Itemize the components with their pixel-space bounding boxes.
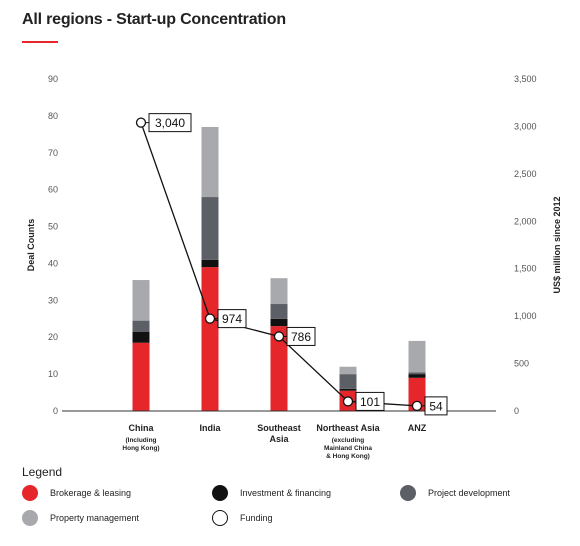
x-category-label: ANZ	[408, 423, 427, 433]
y-tick-label: 30	[48, 295, 58, 305]
y2-axis-title: US$ million since 2012	[552, 196, 562, 293]
bar-segment-brokerage-leasing	[270, 326, 288, 411]
bar-segment-project-development	[339, 374, 357, 389]
bar-segment-property-management	[408, 340, 426, 373]
funding-data-label: 974	[222, 312, 242, 326]
legend-swatch-property	[22, 510, 38, 526]
legend-swatch-investment	[212, 485, 228, 501]
x-category-label: Mainland China	[324, 445, 372, 452]
bar-segment-investment-financing	[270, 318, 288, 327]
x-category-label: (excluding	[332, 437, 365, 444]
funding-data-label: 3,040	[155, 116, 185, 130]
legend-label-funding: Funding	[240, 513, 273, 523]
legend-item-brokerage: Brokerage & leasing	[22, 485, 131, 501]
funding-label-box	[148, 113, 192, 133]
x-category-label: & Hong Kong)	[326, 453, 370, 460]
x-category-label: India	[199, 423, 221, 433]
y2-tick-label: 1,500	[514, 264, 537, 274]
x-category-label: Asia	[269, 434, 289, 444]
legend-item-property: Property management	[22, 510, 139, 526]
x-category-label: (Including	[125, 437, 156, 444]
bar-segment-project-development	[270, 304, 288, 319]
bar-segment-project-development	[408, 372, 426, 375]
legend-item-project: Project development	[400, 485, 510, 501]
funding-point	[204, 313, 216, 324]
x-category-label: Hong Kong)	[122, 445, 159, 452]
legend-label-project: Project development	[428, 488, 511, 498]
funding-label-box	[217, 309, 247, 329]
bar-segment-property-management	[132, 280, 150, 321]
y-tick-label: 10	[48, 369, 58, 379]
y-tick-label: 20	[48, 332, 58, 342]
title-accent-rule	[22, 41, 58, 43]
legend-swatch-funding	[212, 510, 228, 526]
y-tick-label: 80	[48, 111, 58, 121]
bar-segment-investment-financing	[339, 388, 357, 391]
chart-title: All regions - Start-up Concentration	[22, 11, 286, 28]
funding-point	[273, 331, 285, 342]
y2-tick-label: 500	[514, 359, 529, 369]
legend-swatch-project	[400, 485, 416, 501]
bar-segment-project-development	[201, 197, 219, 260]
funding-label-box	[355, 391, 385, 411]
funding-data-label: 54	[429, 399, 443, 413]
y-tick-label: 70	[48, 148, 58, 158]
legend-item-funding: Funding	[212, 510, 273, 526]
legend-title: Legend	[22, 465, 63, 479]
y-tick-label: 50	[48, 222, 58, 232]
y2-tick-label: 3,500	[514, 74, 537, 84]
bar-segment-property-management	[270, 278, 288, 305]
legend-swatch-brokerage	[22, 485, 38, 501]
bar-segment-investment-financing	[408, 374, 426, 378]
y-tick-label: 60	[48, 185, 58, 195]
bar-segment-brokerage-leasing	[201, 267, 219, 411]
y2-tick-label: 1,000	[514, 311, 537, 321]
funding-data-label: 786	[291, 330, 311, 344]
y-tick-label: 0	[53, 406, 58, 416]
y-tick-label: 90	[48, 74, 58, 84]
legend-label-investment: Investment & financing	[240, 488, 332, 498]
y-tick-label: 40	[48, 258, 58, 268]
x-category-label: Northeast Asia	[316, 423, 380, 433]
funding-point	[342, 396, 354, 407]
funding-label-box	[286, 326, 316, 346]
x-category-label: Southeast	[257, 423, 301, 433]
x-category-label: China	[128, 423, 154, 433]
funding-point	[411, 400, 423, 412]
bar-segment-project-development	[132, 320, 150, 332]
bar-segment-property-management	[339, 366, 357, 375]
y-axis-title: Deal Counts	[26, 219, 36, 272]
y2-tick-label: 2,000	[514, 216, 537, 226]
funding-point	[135, 117, 147, 128]
legend-label-property: Property management	[50, 513, 140, 523]
bar-segment-investment-financing	[132, 331, 150, 343]
funding-label-box	[424, 396, 448, 416]
bar-segment-investment-financing	[201, 259, 219, 268]
bar-segment-property-management	[201, 126, 219, 198]
bar-segment-brokerage-leasing	[408, 377, 426, 411]
funding-data-label: 101	[360, 395, 380, 409]
y2-tick-label: 0	[514, 406, 519, 416]
chart-plot: 0 10 20 30 40 50 60 70 80 90 0 500 1,000 1,500 2,000 2,…	[26, 74, 562, 460]
bar-segment-brokerage-leasing	[132, 342, 150, 411]
legend-item-investment: Investment & financing	[212, 485, 331, 501]
y2-tick-label: 2,500	[514, 169, 537, 179]
legend-label-brokerage: Brokerage & leasing	[50, 488, 132, 498]
y2-tick-label: 3,000	[514, 121, 537, 131]
